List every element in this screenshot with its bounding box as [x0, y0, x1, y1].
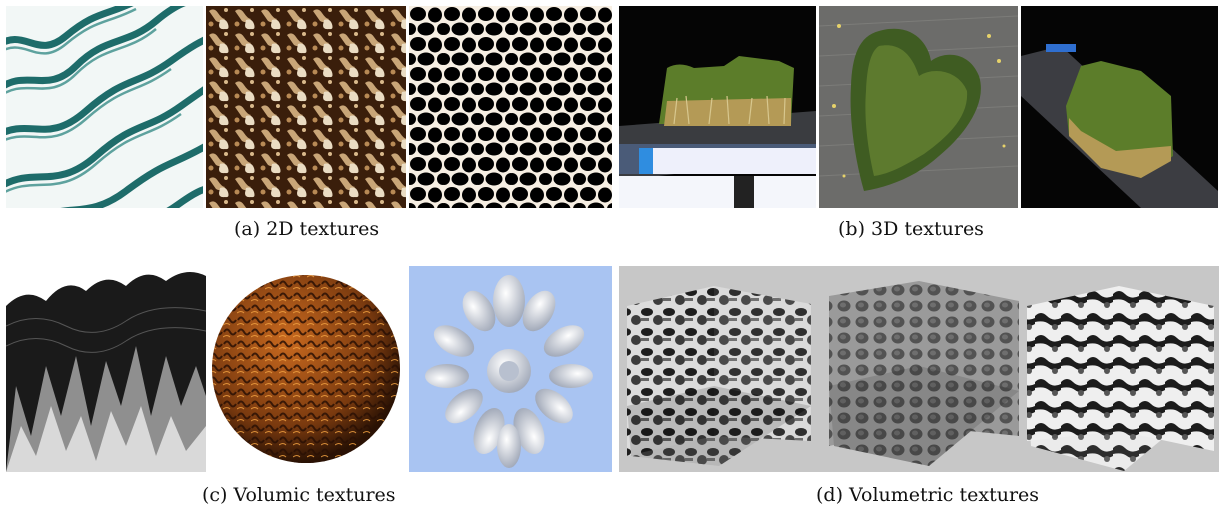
slice-planes-cellular [829, 281, 1019, 466]
caption-d: (d) Volumetric textures [816, 484, 1040, 506]
volumic-sphere [209, 266, 404, 472]
volumic-terrain [6, 266, 206, 472]
slice-planes-noise [627, 286, 811, 466]
texture-3d-grass-block [619, 6, 816, 208]
texture-2d-stripes [6, 6, 203, 208]
texture-3d-grass-heart [819, 6, 1018, 208]
caption-c: (c) Volumic textures [202, 484, 396, 506]
caption-a: (a) 2D textures [234, 218, 380, 240]
volumic-flower [409, 266, 612, 472]
slice-planes-marble [1027, 286, 1214, 471]
volumetric-panel [619, 266, 1219, 472]
texture-2d-mottled [206, 6, 406, 208]
texture-3d-grass-slanted [1021, 6, 1218, 208]
caption-b: (b) 3D textures [838, 218, 984, 240]
texture-2d-cells [409, 6, 612, 208]
